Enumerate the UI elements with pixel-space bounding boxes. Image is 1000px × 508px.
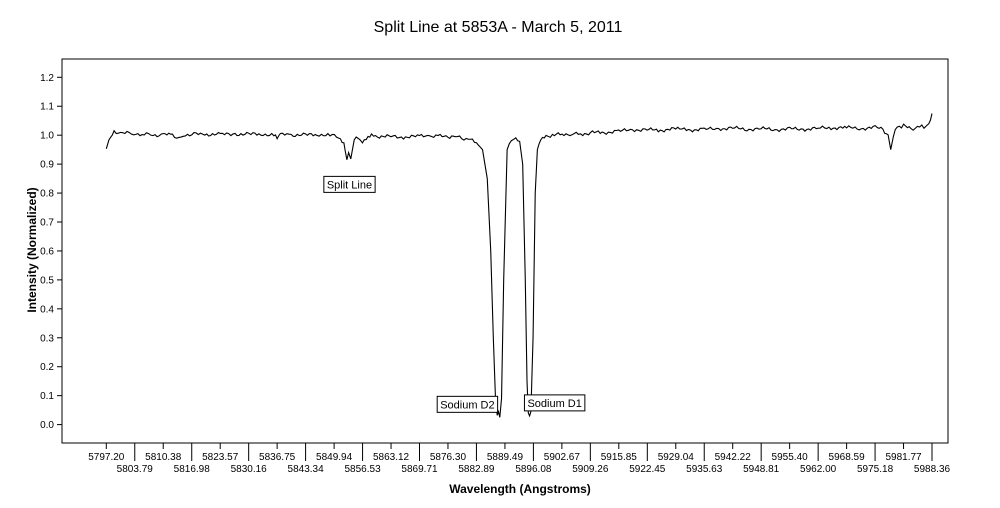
- x-tick-label: 5843.34: [288, 464, 325, 475]
- x-tick-label: 5863.12: [373, 452, 410, 463]
- annotation: Sodium D1: [523, 394, 586, 412]
- x-tick-label: 5929.04: [658, 452, 695, 463]
- x-tick-label: 5922.45: [629, 464, 666, 475]
- x-tick-label: 5981.77: [885, 452, 922, 463]
- y-axis-label: Intensity (Normalized): [25, 187, 39, 312]
- annotation: Sodium D2: [436, 395, 499, 413]
- y-tick-label: 0.4: [40, 304, 54, 315]
- annotation-label: Sodium D2: [440, 399, 494, 411]
- x-tick-label: 5902.67: [544, 452, 581, 463]
- y-tick-label: 0.8: [40, 189, 54, 200]
- y-tick-label: 1.0: [40, 131, 54, 142]
- annotation-layer: Split Line Sodium D2 Sodium D1: [323, 175, 586, 413]
- x-tick-label: 5876.30: [430, 452, 467, 463]
- annotation-box: [523, 394, 586, 412]
- annotation-box: [323, 175, 376, 193]
- x-axis: 5797.20 5810.38 5823.57 5836.75 5849.94 5863.…: [88, 443, 951, 475]
- spectrum-line: [105, 113, 933, 418]
- x-tick-label: 5882.89: [458, 464, 495, 475]
- x-tick-label: 5803.79: [117, 464, 154, 475]
- y-tick-label: 0.2: [40, 362, 54, 373]
- y-tick-label: 0.9: [40, 160, 54, 171]
- y-tick-label: 0.6: [40, 246, 54, 257]
- x-tick-label: 5810.38: [145, 452, 182, 463]
- x-tick-label: 5836.75: [259, 452, 296, 463]
- x-tick-label: 5797.20: [88, 452, 125, 463]
- annotation: Split Line: [323, 175, 376, 193]
- y-tick-label: 0.5: [40, 275, 54, 286]
- x-tick-label: 5816.98: [174, 464, 211, 475]
- series-layer: [105, 113, 933, 418]
- annotation-box: [436, 395, 499, 413]
- y-tick-label: 1.2: [40, 73, 54, 84]
- x-tick-label: 5948.81: [743, 464, 780, 475]
- x-tick-label: 5869.71: [401, 464, 438, 475]
- x-tick-label: 5935.63: [686, 464, 723, 475]
- x-tick-label: 5830.16: [231, 464, 268, 475]
- x-tick-label: 5823.57: [202, 452, 239, 463]
- chart-title: Split Line at 5853A - March 5, 2011: [374, 19, 623, 36]
- y-tick-label: 0.1: [40, 391, 54, 402]
- x-tick-label: 5909.26: [572, 464, 609, 475]
- x-tick-label: 5968.59: [829, 452, 866, 463]
- y-tick-label: 0.7: [40, 218, 54, 229]
- x-tick-label: 5955.40: [772, 452, 809, 463]
- x-tick-label: 5856.53: [344, 464, 381, 475]
- x-tick-label: 5849.94: [316, 452, 353, 463]
- x-tick-label: 5889.49: [487, 452, 524, 463]
- x-tick-label: 5896.08: [515, 464, 552, 475]
- x-axis-label: Wavelength (Angstroms): [449, 482, 591, 496]
- y-tick-label: 1.1: [40, 102, 54, 113]
- y-tick-label: 0.0: [40, 420, 54, 431]
- y-tick-label: 0.3: [40, 333, 54, 344]
- x-tick-label: 5942.22: [715, 452, 752, 463]
- annotation-label: Sodium D1: [527, 398, 581, 410]
- x-tick-label: 5988.36: [914, 464, 951, 475]
- x-tick-label: 5975.18: [857, 464, 894, 475]
- y-axis: 0.0 0.1 0.2 0.3 0.4 0.5 0.6 0.7 0.8 0.9 1.0 1.1 1.2: [40, 73, 62, 431]
- x-tick-label: 5962.00: [800, 464, 837, 475]
- annotation-label: Split Line: [327, 179, 372, 191]
- x-tick-label: 5915.85: [601, 452, 638, 463]
